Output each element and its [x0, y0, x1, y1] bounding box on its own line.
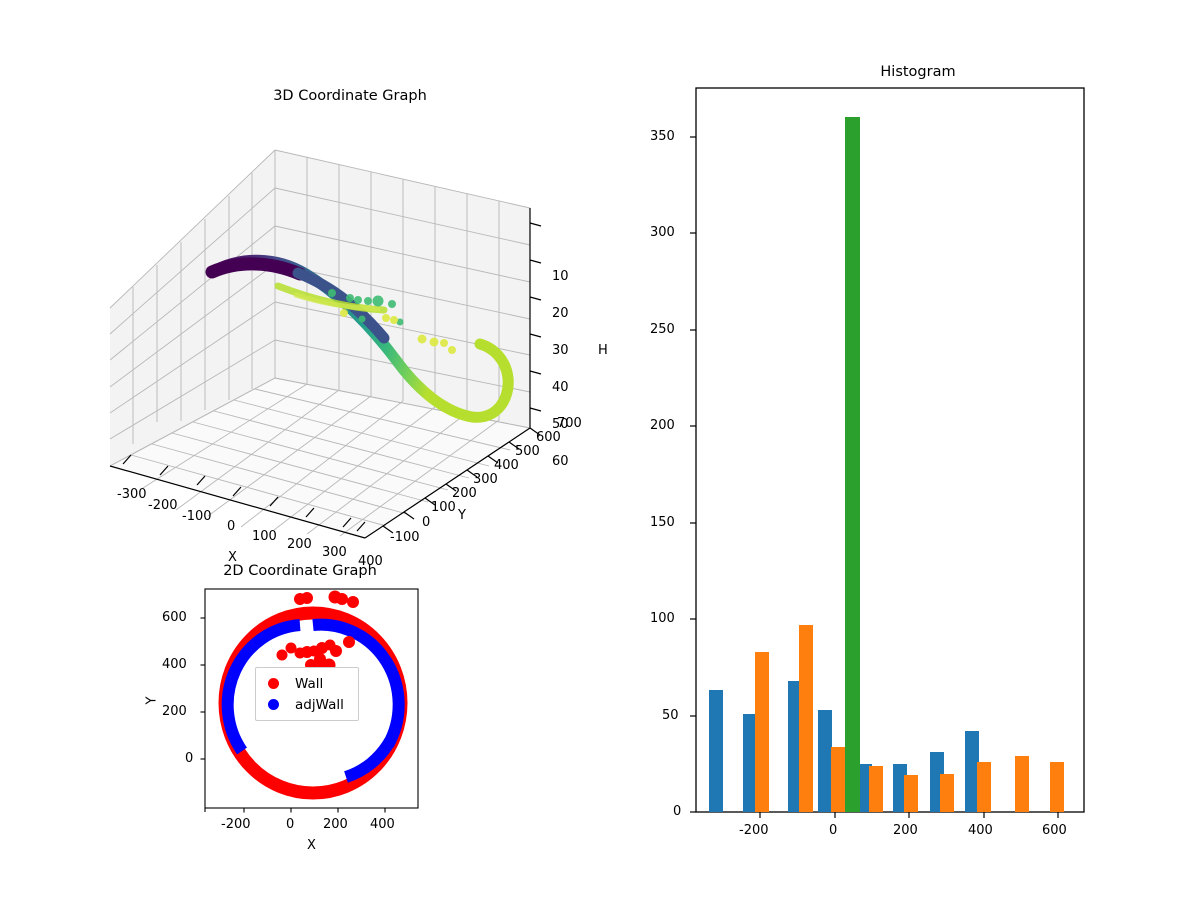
histogram-ytick-200: 200	[650, 418, 675, 433]
plot3d-ytick--100: -100	[390, 530, 420, 545]
plot3d-ztick-10: 10	[552, 269, 569, 284]
histogram-xtick--200: -200	[739, 823, 769, 838]
histogram-bars-blue	[709, 681, 979, 812]
legend-marker-wall-icon	[268, 678, 279, 689]
histogram-bars-orange	[755, 625, 1064, 812]
plot3d-ytick-600: 600	[536, 430, 561, 445]
plot3d-ytick-500: 500	[515, 444, 540, 459]
plot3d-ztick-60: 60	[552, 454, 569, 469]
plot3d-xtick-0: 0	[227, 519, 236, 534]
plot3d-ytick-700: 700	[557, 416, 582, 431]
plot2d-ytick-400: 400	[162, 657, 187, 672]
plot2d-ytick-200: 200	[162, 704, 187, 719]
plot2d-ytick-600: 600	[162, 610, 187, 625]
histogram-ytick-0: 0	[673, 804, 682, 819]
plot2d-xtick-400: 400	[370, 817, 395, 832]
histogram-ytick-350: 350	[650, 129, 675, 144]
plot3d-xtick-100: 100	[252, 529, 277, 544]
plot3d-xtick-400: 400	[358, 554, 383, 569]
legend-item-wall: Wall	[262, 673, 350, 694]
plot3d-xtick-300: 300	[322, 545, 347, 560]
legend-item-adjwall: adjWall	[262, 694, 350, 715]
plot3d-ztick-40: 40	[552, 380, 569, 395]
plot3d-xtick--200: -200	[148, 498, 178, 513]
plot3d-trajectory	[205, 254, 514, 423]
plot3d-ytick-400: 400	[494, 458, 519, 473]
plot2d-yaxis-label: Y	[144, 696, 160, 705]
plot3d-ztick-30: 30	[552, 343, 569, 358]
histogram-ytick-300: 300	[650, 225, 675, 240]
plot2d-xtick-0: 0	[286, 817, 295, 832]
plot3d-xaxis-label: X	[228, 550, 237, 565]
legend-label-adjwall: adjWall	[295, 696, 344, 713]
plot2d-canvas	[200, 588, 419, 813]
histogram-xtick-600: 600	[1042, 823, 1067, 838]
legend-marker-adjwall-icon	[268, 699, 279, 710]
histogram-xtick-400: 400	[968, 823, 993, 838]
plot2d-xaxis-label: X	[307, 838, 316, 853]
histogram-bars-green	[845, 117, 860, 812]
plot3d-ytick-200: 200	[452, 486, 477, 501]
plot3d-ytick-300: 300	[473, 472, 498, 487]
histogram-title: Histogram	[880, 64, 956, 80]
histogram-ytick-100: 100	[650, 611, 675, 626]
plot3d-ytick-0: 0	[422, 515, 431, 530]
histogram-xtick-200: 200	[893, 823, 918, 838]
adjwall-ring	[221, 618, 405, 783]
plot3d-xtick--100: -100	[182, 509, 212, 524]
axes-2d-coordinate-graph: 2D Coordinate Graph	[144, 555, 470, 865]
plot2d-xtick--200: -200	[221, 817, 251, 832]
plot3d-ztick-20: 20	[552, 306, 569, 321]
plot3d-yaxis-label: Y	[458, 508, 466, 523]
plot3d-ztick-50: 50	[552, 417, 569, 432]
histogram-canvas	[690, 87, 1085, 818]
legend-label-wall: Wall	[295, 675, 324, 692]
histogram-ytick-50: 50	[662, 708, 679, 723]
plot3d-zaxis-label: H	[598, 343, 608, 358]
plot3d-ytick-100: 100	[431, 500, 456, 515]
plot2d-title: 2D Coordinate Graph	[223, 563, 377, 579]
plot3d-xtick--300: -300	[117, 487, 147, 502]
histogram-ytick-250: 250	[650, 322, 675, 337]
plot2d-xtick-200: 200	[323, 817, 348, 832]
plot3d-xtick-200: 200	[287, 537, 312, 552]
plot2d-ytick-0: 0	[185, 751, 194, 766]
axes-histogram: Histogram	[640, 60, 1120, 860]
histogram-ytick-150: 150	[650, 515, 675, 530]
histogram-xtick-0: 0	[829, 823, 838, 838]
axes-3d-coordinate-graph: 3D Coordinate Graph	[100, 60, 608, 569]
plot3d-title: 3D Coordinate Graph	[273, 88, 427, 104]
plot3d-canvas	[109, 149, 542, 539]
plot2d-legend: Wall adjWall	[255, 667, 359, 721]
